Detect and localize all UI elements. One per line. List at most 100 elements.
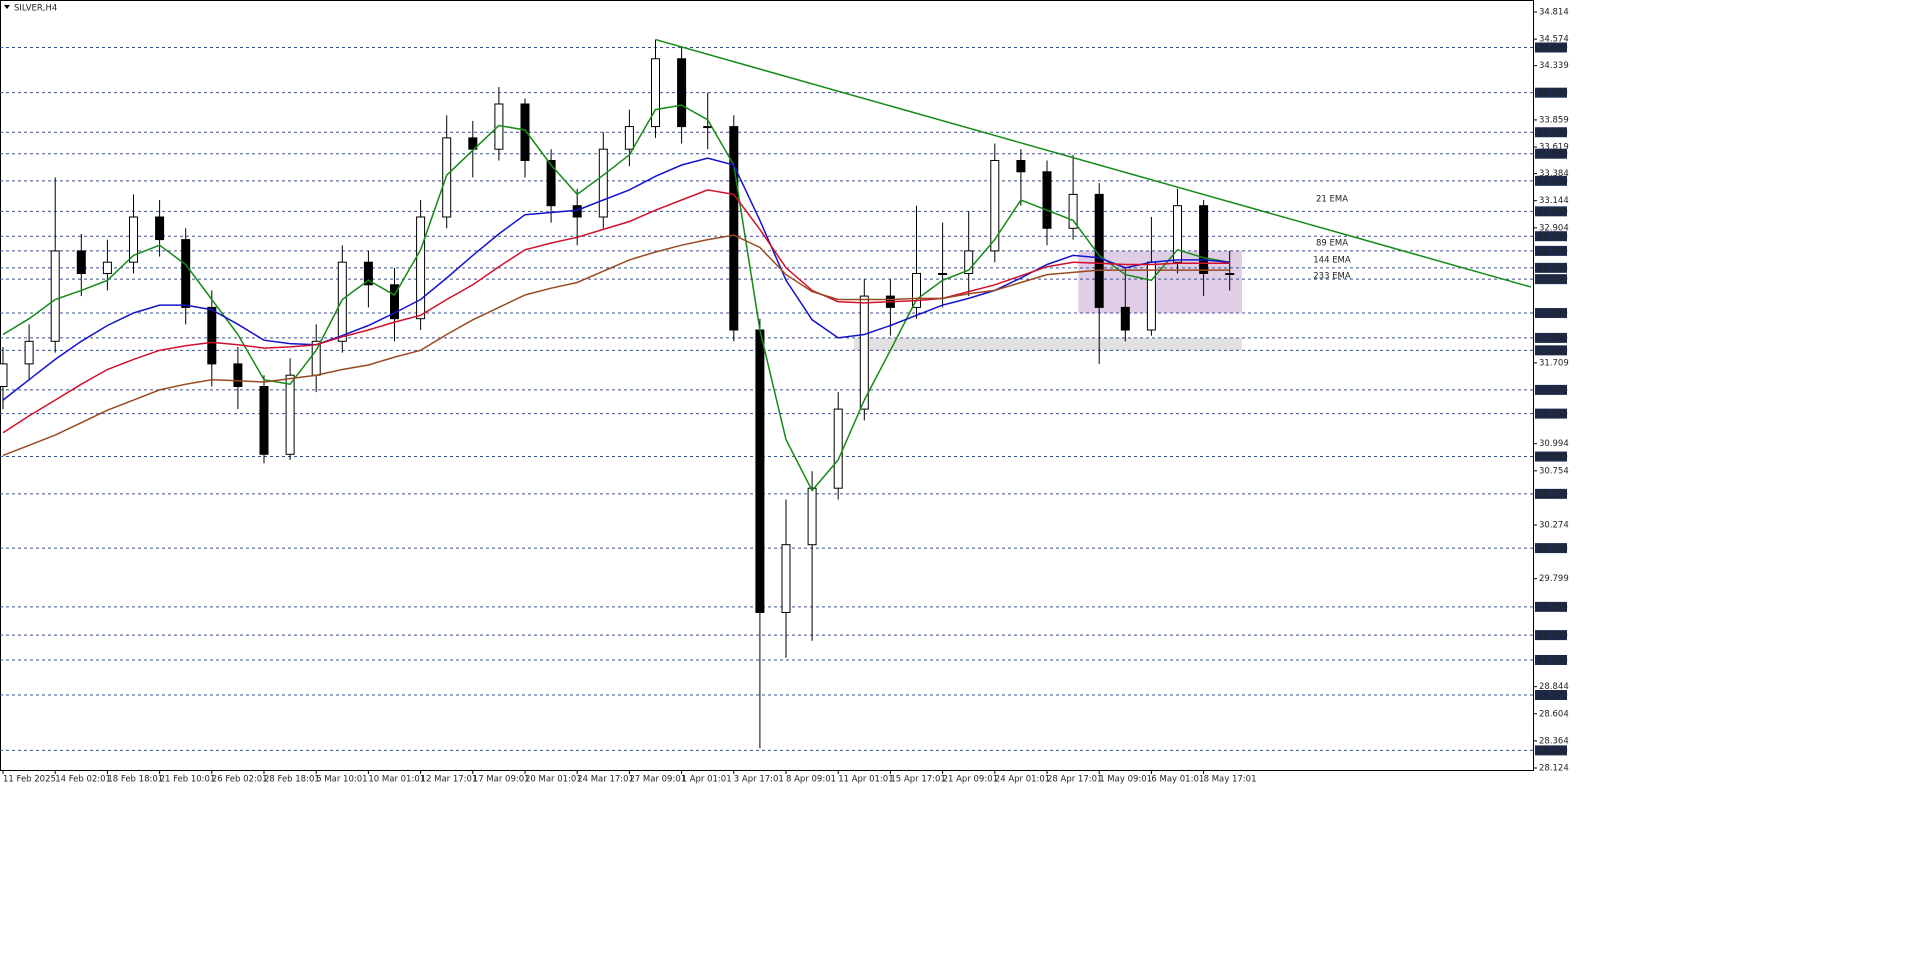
candle-body bbox=[964, 250, 974, 274]
candle-body bbox=[337, 261, 347, 342]
level-box bbox=[1535, 601, 1567, 612]
level-label: 32.700 bbox=[1538, 247, 1568, 257]
candle-body bbox=[102, 261, 112, 274]
level-label: 32.550 bbox=[1538, 264, 1568, 274]
x-tick-label: 21 Apr 09:01 bbox=[943, 775, 998, 785]
candle-body bbox=[0, 363, 8, 387]
candle-body bbox=[703, 126, 713, 129]
x-tick-label: 1 May 09:01 bbox=[1099, 775, 1152, 785]
y-tick-label: 28.364 bbox=[1539, 736, 1569, 746]
candle-body bbox=[1225, 272, 1235, 275]
candle-body bbox=[468, 137, 478, 150]
level-box bbox=[1535, 308, 1567, 319]
x-tick-label: 26 Feb 02:01 bbox=[212, 775, 268, 785]
y-tick-label: 34.339 bbox=[1539, 61, 1569, 71]
ema-label: 144 EMA bbox=[1313, 256, 1351, 266]
ema-label: 21 EMA bbox=[1316, 195, 1348, 205]
candle-body bbox=[781, 544, 791, 614]
level-label: 31.820 bbox=[1538, 346, 1568, 356]
candle-body bbox=[76, 250, 86, 274]
candle-body bbox=[651, 58, 660, 128]
candle-body bbox=[390, 284, 399, 320]
level-box bbox=[1535, 262, 1567, 273]
x-tick-label: 21 Feb 10:01 bbox=[160, 775, 216, 785]
level-box bbox=[1535, 274, 1567, 285]
candle-body bbox=[572, 205, 582, 218]
x-tick-label: 24 Apr 01:01 bbox=[995, 775, 1050, 785]
x-tick-label: 24 Mar 17:01 bbox=[577, 775, 634, 785]
level-label: 28.770 bbox=[1538, 691, 1568, 701]
candle-body bbox=[755, 329, 765, 614]
y-tick-label: 28.604 bbox=[1539, 709, 1569, 719]
x-tick-label: 17 Mar 09:01 bbox=[473, 775, 530, 785]
candle-body bbox=[938, 272, 948, 275]
candle-body bbox=[520, 103, 530, 161]
y-tick-label: 30.274 bbox=[1539, 521, 1569, 531]
level-label: 29.550 bbox=[1538, 603, 1568, 613]
candle-body bbox=[833, 408, 843, 489]
level-box bbox=[1535, 384, 1567, 395]
level-box bbox=[1535, 148, 1567, 159]
y-tick-label: 33.619 bbox=[1539, 143, 1569, 153]
level-label: 34.500 bbox=[1538, 43, 1568, 53]
y-tick-label: 28.124 bbox=[1539, 764, 1569, 774]
candle-body bbox=[50, 250, 60, 342]
ema-line bbox=[2, 157, 1230, 401]
level-box bbox=[1535, 127, 1567, 138]
menu-triangle bbox=[4, 5, 10, 9]
ema-line bbox=[2, 104, 1230, 492]
candle-body bbox=[546, 159, 556, 207]
candle-body bbox=[1120, 306, 1130, 331]
x-tick-label: 10 Mar 01:01 bbox=[368, 775, 425, 785]
y-tick-label: 32.904 bbox=[1539, 223, 1569, 233]
x-tick-label: 3 Apr 17:01 bbox=[734, 775, 784, 785]
level-box bbox=[1535, 87, 1567, 98]
candle-body bbox=[416, 216, 426, 320]
candle-body bbox=[624, 126, 634, 150]
candle-body bbox=[233, 363, 243, 387]
candle-body bbox=[181, 239, 191, 308]
x-tick-label: 28 Feb 18:01 bbox=[264, 775, 320, 785]
candle-body bbox=[1173, 205, 1182, 263]
level-label: 33.050 bbox=[1538, 207, 1568, 217]
chart-title: SILVER,H4 bbox=[14, 4, 57, 14]
level-label: 30.550 bbox=[1538, 490, 1568, 500]
x-tick-label: 6 May 01:01 bbox=[1151, 775, 1204, 785]
level-box bbox=[1535, 689, 1567, 700]
candle-body bbox=[990, 159, 1000, 252]
level-label: 34.100 bbox=[1538, 89, 1568, 99]
level-box bbox=[1535, 543, 1567, 554]
zone bbox=[853, 337, 1242, 351]
level-label: 29.300 bbox=[1538, 631, 1568, 641]
level-label: 33.750 bbox=[1538, 128, 1568, 138]
level-box bbox=[1535, 451, 1567, 462]
candle-body bbox=[807, 487, 817, 546]
level-label: 33.560 bbox=[1538, 150, 1568, 160]
level-box bbox=[1535, 345, 1567, 356]
x-tick-label: 8 May 17:01 bbox=[1204, 775, 1257, 785]
y-tick-label: 30.754 bbox=[1539, 466, 1569, 476]
candle-body bbox=[363, 261, 373, 286]
level-box bbox=[1535, 42, 1567, 53]
candle-body bbox=[859, 295, 869, 410]
level-box bbox=[1535, 206, 1567, 217]
x-tick-label: 5 Mar 10:01 bbox=[316, 775, 367, 785]
y-tick-label: 31.709 bbox=[1539, 358, 1569, 368]
y-tick-label: 34.814 bbox=[1539, 8, 1569, 18]
level-box bbox=[1535, 630, 1567, 641]
candle-body bbox=[259, 385, 269, 455]
x-tick-label: 1 Apr 01:01 bbox=[682, 775, 732, 785]
x-tick-label: 11 Feb 2025 bbox=[3, 775, 56, 785]
level-label: 31.470 bbox=[1538, 386, 1568, 396]
level-box bbox=[1535, 408, 1567, 419]
level-label: 29.080 bbox=[1538, 656, 1568, 666]
y-tick-label: 34.574 bbox=[1539, 35, 1569, 45]
candle-body bbox=[598, 148, 608, 218]
level-label: 32.830 bbox=[1538, 232, 1568, 242]
trendline bbox=[655, 38, 1532, 288]
x-tick-label: 11 Apr 01:01 bbox=[838, 775, 893, 785]
candle-body bbox=[285, 374, 295, 455]
ema-line bbox=[2, 234, 1230, 457]
y-tick-label: 33.859 bbox=[1539, 115, 1569, 125]
